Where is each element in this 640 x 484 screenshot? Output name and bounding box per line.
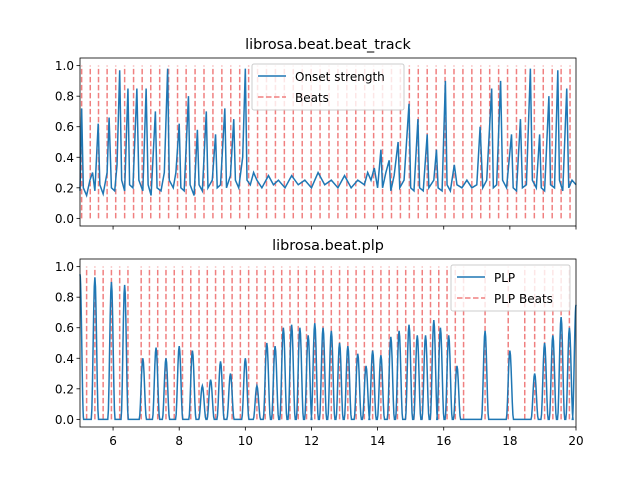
onset-legend-label: Onset strength [295,70,385,84]
beat-track-xticks [112,226,577,230]
xtick-label: 16 [436,434,451,448]
ytick-label: 0.6 [55,321,74,335]
ytick-label: 1.0 [55,260,74,274]
ytick-label: 0.0 [55,212,74,226]
ytick-label: 0.8 [55,90,74,104]
plp-beats-legend-label: PLP Beats [494,292,553,306]
beats-legend-label: Beats [295,91,329,105]
plp-panel: librosa.beat.plp 0.0 0.2 0.4 0.6 0.8 1.0 6 8 10… [55,238,584,448]
plp-yticks: 0.0 0.2 0.4 0.6 0.8 1.0 [55,260,80,427]
xtick-label: 8 [175,434,183,448]
ytick-label: 0.4 [55,352,74,366]
ytick-label: 1.0 [55,59,74,73]
plp-axes-frame [79,258,577,428]
plp-xticks: 6 8 10 12 14 16 18 20 [109,427,584,448]
legend-frame [251,63,405,111]
beat-track-yticks: 0.0 0.2 0.4 0.6 0.8 1.0 [55,59,80,226]
ytick-label: 0.8 [55,291,74,305]
beat-track-title: librosa.beat.beat_track [245,37,411,53]
xtick-label: 12 [304,434,319,448]
xtick-label: 18 [502,434,517,448]
ytick-label: 0.0 [55,413,74,427]
plp-title: librosa.beat.plp [272,238,384,254]
onset-strength-line [79,68,577,198]
xtick-label: 14 [370,434,385,448]
plp-legend: PLP PLP Beats [450,264,571,312]
ytick-label: 0.6 [55,120,74,134]
xtick-label: 10 [238,434,253,448]
beat-track-legend: Onset strength Beats [251,63,405,111]
plp-legend-label: PLP [494,271,515,285]
beat-track-panel: librosa.beat.beat_track 0.0 0.2 0.4 0.6 0.8 1… [55,37,577,230]
ytick-label: 0.2 [55,181,74,195]
plp-line [79,274,577,421]
xtick-label: 6 [109,434,117,448]
xtick-label: 20 [568,434,583,448]
ytick-label: 0.2 [55,382,74,396]
beat-track-axes-frame [79,57,577,227]
ytick-label: 0.4 [55,151,74,165]
